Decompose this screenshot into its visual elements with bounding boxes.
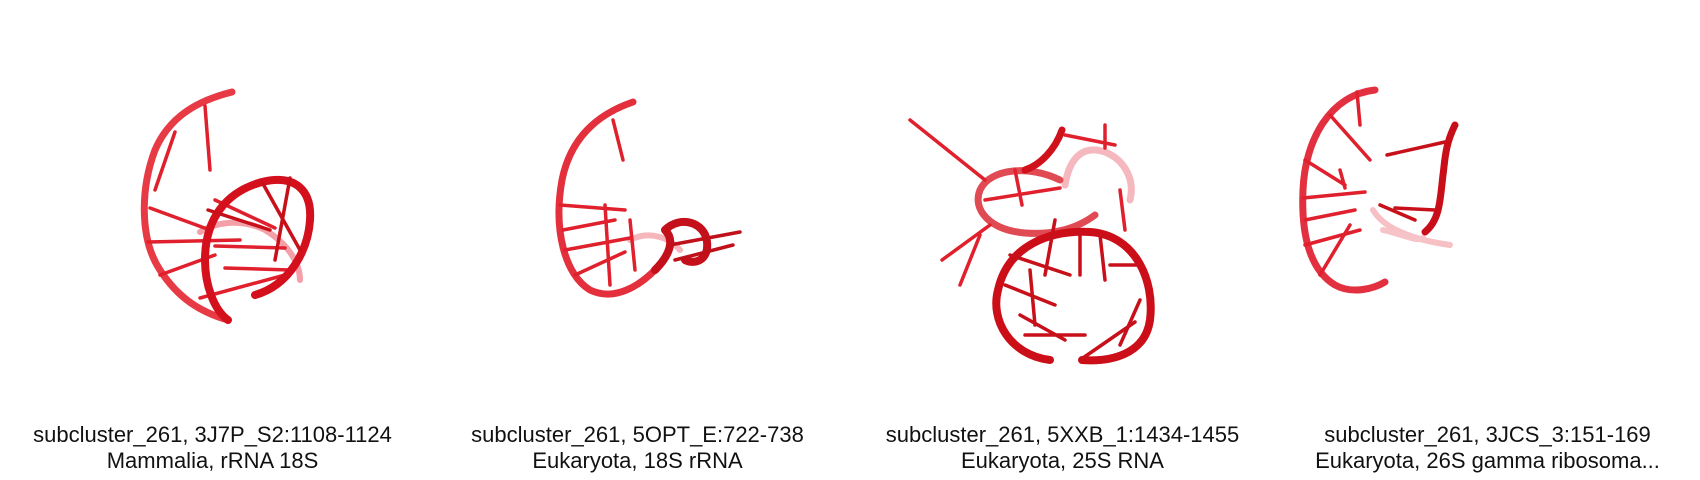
structure-subtitle: Eukaryota, 18S rRNA bbox=[532, 448, 743, 473]
structure-title: subcluster_261, 3J7P_S2:1108-1124 bbox=[33, 422, 392, 447]
structure-title: subcluster_261, 3JCS_3:151-169 bbox=[1324, 422, 1651, 447]
structure-subtitle: Eukaryota, 25S RNA bbox=[961, 448, 1164, 473]
rna-structure-image bbox=[140, 88, 315, 324]
structure-title: subcluster_261, 5OPT_E:722-738 bbox=[471, 422, 804, 447]
structure-panel-2: subcluster_261, 5OPT_E:722-738 Eukaryota… bbox=[425, 0, 850, 480]
rna-structure-image bbox=[555, 98, 742, 298]
structure-subtitle: Mammalia, rRNA 18S bbox=[106, 448, 319, 473]
structure-title: subcluster_261, 5XXB_1:1434-1455 bbox=[885, 422, 1240, 447]
structure-panel-4: subcluster_261, 3JCS_3:151-169 Eukaryota… bbox=[1275, 0, 1700, 480]
structure-panel-3: subcluster_261, 5XXB_1:1434-1455 Eukaryo… bbox=[850, 0, 1275, 480]
rna-structure-image bbox=[908, 118, 1155, 365]
rna-structure-image bbox=[1299, 86, 1459, 294]
structure-panel-1: subcluster_261, 3J7P_S2:1108-1124 Mammal… bbox=[0, 0, 425, 480]
structure-subtitle: Eukaryota, 26S gamma ribosoma... bbox=[1315, 448, 1660, 473]
